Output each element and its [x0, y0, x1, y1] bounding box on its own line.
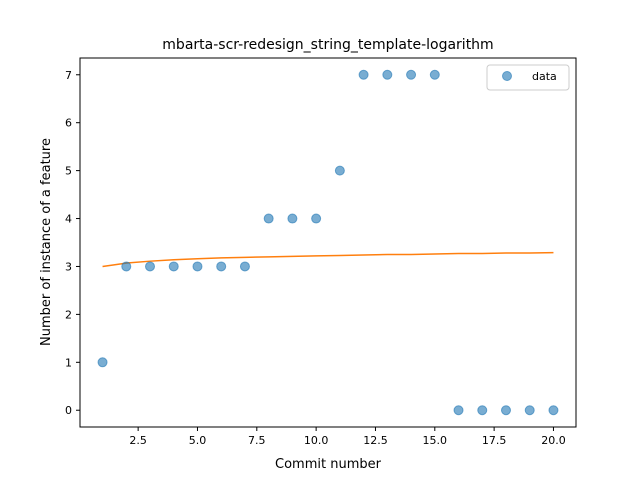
scatter-point [239, 261, 250, 272]
x-tick-label: 7.5 [248, 434, 266, 447]
trend-line [102, 251, 554, 268]
x-tick-label: 12.5 [363, 434, 388, 447]
y-tick-label: 1 [65, 356, 72, 369]
y-tick-label: 4 [65, 213, 72, 226]
x-tick-label: 2.5 [129, 434, 147, 447]
x-axis-ticks: 2.5 5.0 7.5 10.0 12.5 15.0 17.5 20.0 [129, 427, 566, 447]
x-tick-label: 5.0 [189, 434, 207, 447]
x-tick-label: 15.0 [423, 434, 448, 447]
scatter-point [287, 213, 298, 224]
legend-marker-data [502, 71, 512, 81]
scatter-point [97, 357, 108, 368]
y-tick-label: 5 [65, 165, 72, 178]
scatter-point [121, 261, 132, 272]
x-tick-label: 20.0 [541, 434, 566, 447]
scatter-point [263, 213, 274, 224]
scatter-point [453, 405, 464, 416]
legend: data [486, 64, 570, 91]
scatter-point [406, 69, 417, 80]
scatter-point [429, 69, 440, 80]
chart-title: mbarta-scr-redesign_string_template-loga… [162, 37, 493, 53]
scatter-point [500, 405, 511, 416]
data-points [97, 69, 559, 416]
plot-area [97, 69, 559, 416]
scatter-point [358, 69, 369, 80]
scatter-point [311, 213, 322, 224]
scatter-point [548, 405, 559, 416]
x-axis-label: Commit number [275, 457, 382, 472]
scatter-point [382, 69, 393, 80]
trend-line-series [102, 251, 554, 268]
scatter-point [524, 405, 535, 416]
scatter-point [477, 405, 488, 416]
y-axis-ticks: 0 1 2 3 4 5 6 7 [65, 69, 80, 417]
scatter-point [145, 261, 156, 272]
scatter-point [192, 261, 203, 272]
axes-frame [79, 57, 577, 428]
scatter-point [168, 261, 179, 272]
y-tick-label: 0 [65, 404, 72, 417]
scatter-point [216, 261, 227, 272]
legend-label-data: data [532, 70, 557, 83]
y-axis-label: Number of instance of a feature [39, 138, 54, 346]
scatter-point [334, 165, 345, 176]
x-tick-label: 17.5 [482, 434, 507, 447]
x-tick-label: 10.0 [304, 434, 329, 447]
y-tick-label: 2 [65, 308, 72, 321]
y-tick-label: 7 [65, 69, 72, 82]
y-tick-label: 6 [65, 117, 72, 130]
y-tick-label: 3 [65, 260, 72, 273]
